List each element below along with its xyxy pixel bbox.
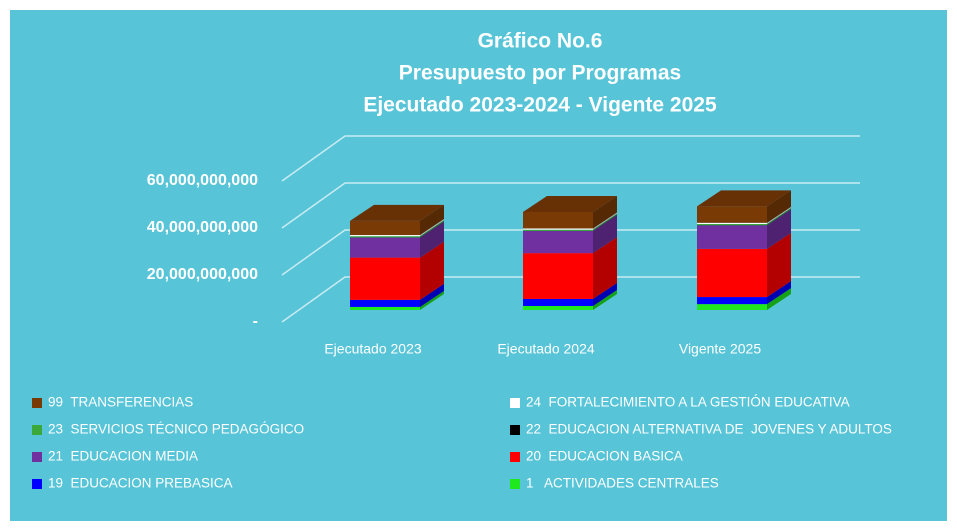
bar-side <box>420 219 444 237</box>
bar-side <box>593 290 617 310</box>
legend-label: 20 EDUCACION BASICA <box>526 449 683 464</box>
bar-front <box>697 223 767 226</box>
bar-side <box>420 204 444 236</box>
grid-line <box>281 135 860 182</box>
legend-swatch <box>32 398 42 408</box>
bar-front <box>350 220 420 236</box>
bar-side <box>420 241 444 300</box>
legend-swatch <box>32 452 42 462</box>
legend-swatch <box>510 425 520 435</box>
bar-front <box>697 222 767 224</box>
bar-front <box>350 237 420 258</box>
grid-line <box>281 182 860 229</box>
bar-front <box>350 299 420 307</box>
bar-side <box>593 212 617 230</box>
bar-side <box>767 207 791 226</box>
bar-top <box>350 204 444 221</box>
bar-front <box>350 236 420 238</box>
legend-swatch <box>510 452 520 462</box>
bar-side <box>767 281 791 305</box>
bar-side <box>420 220 444 238</box>
x-tick-label: Ejecutado 2024 <box>497 341 595 357</box>
bar-side <box>420 290 444 310</box>
grid-line <box>281 276 860 323</box>
bar-front <box>523 228 593 230</box>
bar-side <box>593 196 617 229</box>
grid-line <box>281 229 860 276</box>
bar-front <box>523 306 593 310</box>
legend-label: 19 EDUCACION PREBASICA <box>48 476 233 491</box>
bar-front <box>697 297 767 305</box>
bar-side <box>420 221 444 258</box>
bar-front <box>350 306 420 310</box>
bar-side <box>767 288 791 310</box>
chart-title: Presupuesto por Programas <box>399 62 681 85</box>
bar-front <box>523 229 593 231</box>
bar-side <box>420 221 444 238</box>
bar-front <box>697 304 767 310</box>
bar-front <box>350 235 420 237</box>
legend-label: 23 SERVICIOS TÉCNICO PEDAGÓGICO <box>48 422 304 437</box>
legend-label: 99 TRANSFERENCIAS <box>48 395 193 410</box>
legend-label: 1 ACTIVIDADES CENTRALES <box>526 476 719 491</box>
y-tick-label: 20,000,000,000 <box>147 266 258 283</box>
y-tick-label: 40,000,000,000 <box>147 219 258 236</box>
y-tick-label: - <box>253 313 258 330</box>
bar-side <box>593 237 617 299</box>
bar-side <box>593 213 617 231</box>
legend-swatch <box>510 479 520 489</box>
legend-swatch <box>32 425 42 435</box>
bar-front <box>523 298 593 307</box>
chart-title: Ejecutado 2023-2024 - Vigente 2025 <box>363 94 717 117</box>
bar-front <box>523 212 593 229</box>
legend-label: 21 EDUCACION MEDIA <box>48 449 198 464</box>
bar-front <box>523 231 593 254</box>
legend-swatch <box>510 398 520 408</box>
bar-front <box>350 257 420 300</box>
bar-side <box>420 283 444 307</box>
bar-front <box>697 206 767 223</box>
bar-side <box>593 215 617 254</box>
bar-top <box>697 190 791 207</box>
bar-side <box>767 232 791 298</box>
bar-side <box>767 190 791 223</box>
chart-title: Gráfico No.6 <box>478 30 603 53</box>
bar-top <box>523 196 617 213</box>
bar-side <box>593 214 617 232</box>
y-tick-label: 60,000,000,000 <box>147 172 258 189</box>
bar-front <box>523 253 593 299</box>
bar-side <box>767 209 791 226</box>
x-tick-label: Vigente 2025 <box>679 341 761 357</box>
bar-front <box>697 248 767 298</box>
legend-label: 22 EDUCACION ALTERNATIVA DE JOVENES Y AD… <box>526 422 892 437</box>
legend-label: 24 FORTALECIMIENTO A LA GESTIÓN EDUCATIV… <box>526 395 850 410</box>
bar-side <box>593 282 617 307</box>
bar-side <box>767 209 791 249</box>
bar-side <box>767 206 791 224</box>
x-tick-label: Ejecutado 2023 <box>324 341 422 357</box>
legend-swatch <box>32 479 42 489</box>
bar-front <box>697 225 767 249</box>
